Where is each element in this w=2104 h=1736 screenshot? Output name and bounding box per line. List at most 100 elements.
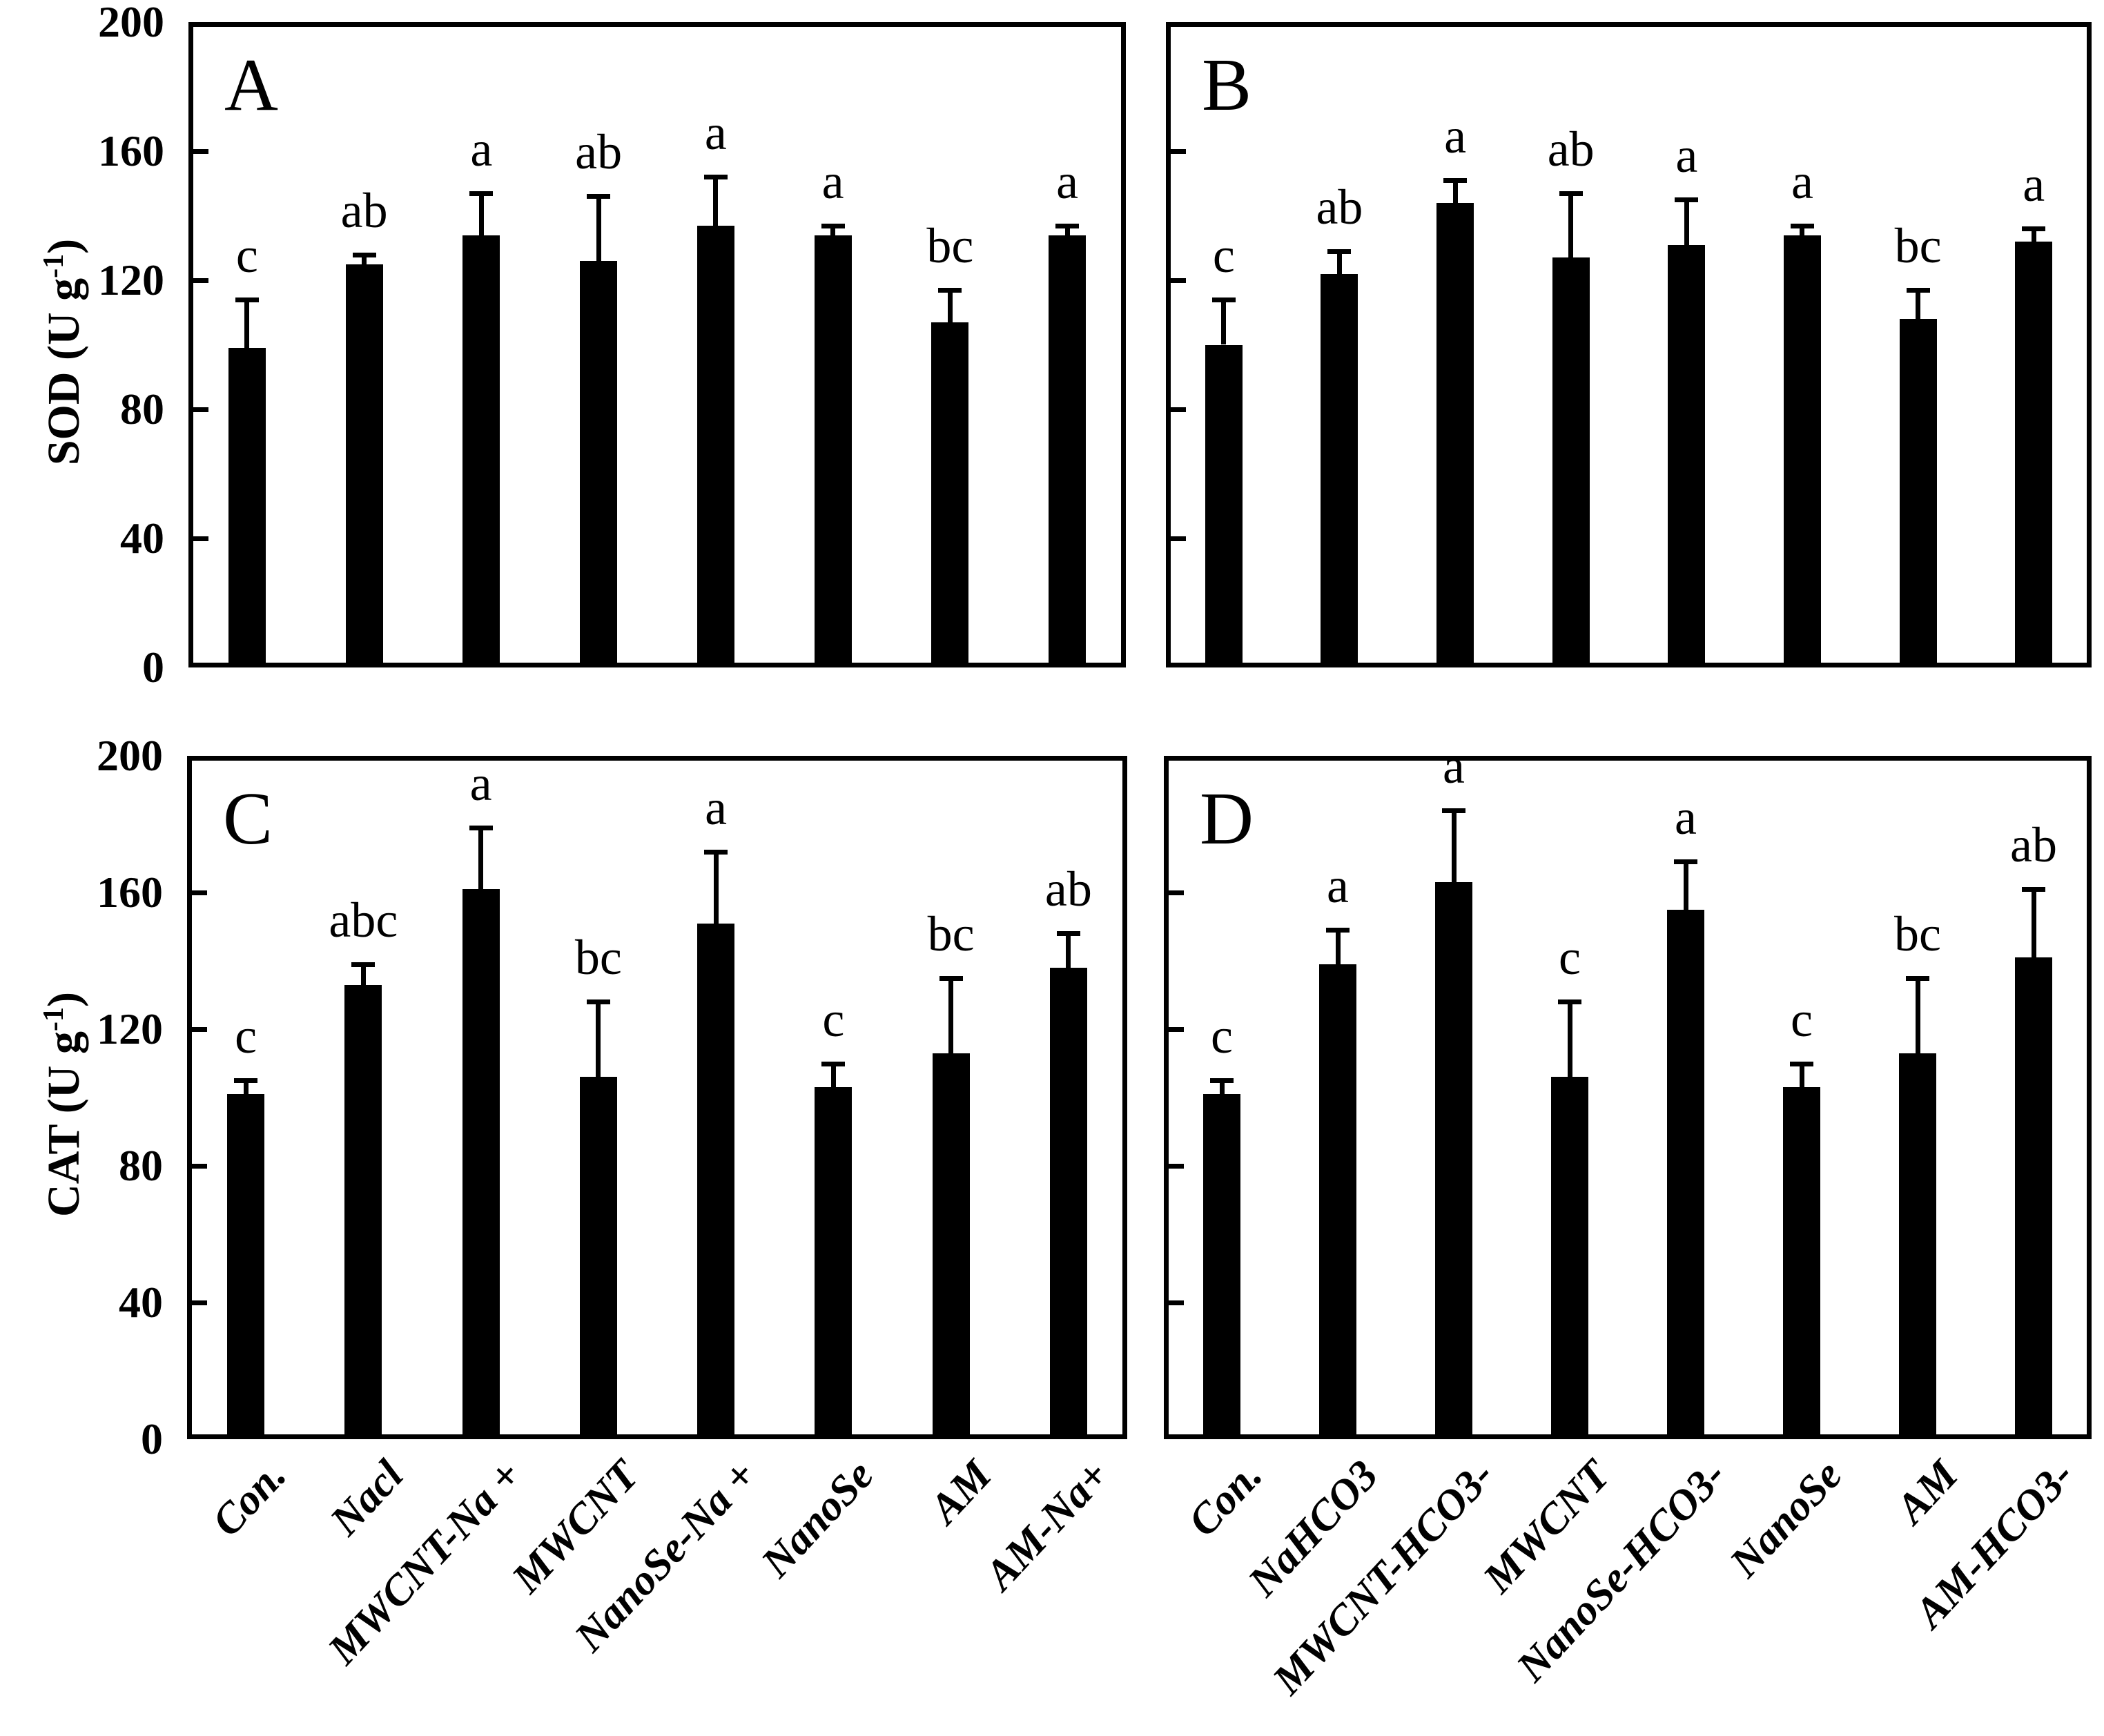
error-bar xyxy=(362,254,367,264)
error-bar xyxy=(478,193,484,235)
sig-letter: ab xyxy=(340,182,388,238)
error-bar-cap xyxy=(469,825,493,830)
sig-letter: ab xyxy=(2010,817,2057,873)
panel-c xyxy=(187,756,1127,1439)
bar xyxy=(1203,1094,1240,1434)
y-axis-tick xyxy=(192,890,207,895)
error-bar xyxy=(1567,1002,1572,1077)
error-bar-cap xyxy=(1674,859,1697,865)
y-axis-tick xyxy=(1171,149,1186,154)
bar xyxy=(1899,319,1937,663)
error-bar xyxy=(830,225,836,235)
y-axis-tick xyxy=(1169,1300,1184,1305)
y-tick-label: 200 xyxy=(97,731,163,780)
bar xyxy=(1667,909,1704,1434)
sig-letter: c xyxy=(822,991,845,1047)
error-bar-cap xyxy=(586,999,610,1005)
error-bar-cap xyxy=(1327,248,1352,254)
y-tick-label: 200 xyxy=(98,0,164,46)
y-axis-tick xyxy=(1171,407,1186,412)
panel-a xyxy=(188,22,1126,667)
y-tick-label: 0 xyxy=(141,1414,163,1463)
bar xyxy=(1205,344,1243,663)
bar xyxy=(228,348,266,663)
error-bar-cap xyxy=(235,298,259,303)
error-bar xyxy=(596,196,601,261)
bar xyxy=(1551,1077,1588,1434)
sig-letter: c xyxy=(235,1008,257,1064)
bar xyxy=(1436,202,1474,663)
panel-label: B xyxy=(1202,44,1252,126)
y-tick-label: 0 xyxy=(142,643,164,692)
error-bar xyxy=(1916,290,1921,320)
sig-letter: abc xyxy=(329,892,398,948)
y-axis-tick xyxy=(193,149,208,154)
y-axis-tick xyxy=(193,536,208,541)
error-bar-cap xyxy=(1442,808,1465,814)
y-axis-tick xyxy=(1169,890,1184,895)
error-bar xyxy=(1799,1063,1804,1088)
error-bar-cap xyxy=(703,175,728,180)
sig-letter: ab xyxy=(575,124,623,180)
error-bar-cap xyxy=(1558,999,1581,1005)
y-axis-tick xyxy=(193,407,208,412)
panel-label: C xyxy=(223,778,273,860)
sig-letter: a xyxy=(1443,739,1465,794)
error-bar xyxy=(360,964,366,985)
bar xyxy=(697,225,734,663)
error-bar xyxy=(1683,861,1688,910)
sig-letter: a xyxy=(1444,108,1467,164)
bar xyxy=(1049,967,1087,1434)
sig-letter: a xyxy=(1791,153,1813,209)
error-bar xyxy=(948,977,954,1053)
sig-letter: ab xyxy=(1547,121,1595,177)
y-axis-tick xyxy=(192,1027,207,1032)
bar xyxy=(579,1077,617,1434)
error-bar xyxy=(1800,225,1805,235)
error-bar xyxy=(1064,225,1070,235)
y-tick-label: 40 xyxy=(119,1278,163,1327)
bar xyxy=(1783,1087,1820,1434)
sig-letter: c xyxy=(1791,991,1813,1047)
y-axis-tick xyxy=(192,1164,207,1169)
sig-letter: c xyxy=(1559,930,1581,986)
bar xyxy=(344,984,382,1434)
bar xyxy=(462,235,500,663)
error-bar xyxy=(830,1063,836,1088)
error-bar-cap xyxy=(1906,288,1930,293)
error-bar xyxy=(947,290,953,322)
y-axis-tick xyxy=(1169,1164,1184,1169)
error-bar-cap xyxy=(1906,975,1929,981)
error-bar-cap xyxy=(351,962,376,967)
sig-letter: bc xyxy=(927,906,975,962)
error-bar xyxy=(1568,193,1574,258)
y-tick-label: 160 xyxy=(97,868,163,917)
sig-letter: bc xyxy=(1894,218,1942,274)
bar xyxy=(2015,241,2053,663)
panel-b xyxy=(1166,22,2092,667)
panel-label: A xyxy=(224,44,278,126)
bar xyxy=(2015,957,2052,1434)
error-bar-cap xyxy=(1055,223,1080,228)
error-bar xyxy=(243,1080,249,1095)
bar xyxy=(345,264,383,663)
bar xyxy=(1319,964,1356,1434)
y-axis-tick xyxy=(192,1300,207,1305)
sig-letter: a xyxy=(1327,858,1349,914)
error-bar xyxy=(1452,180,1458,203)
bar xyxy=(931,322,969,663)
bar xyxy=(1435,882,1472,1434)
bar xyxy=(227,1094,265,1434)
sig-letter: a xyxy=(2023,157,2045,213)
error-bar xyxy=(478,827,484,890)
error-bar-cap xyxy=(234,1078,258,1084)
sig-letter: c xyxy=(1211,1008,1233,1064)
error-bar-cap xyxy=(1326,928,1350,933)
error-bar xyxy=(2031,889,2036,958)
error-bar xyxy=(1219,1080,1225,1095)
error-bar-cap xyxy=(1790,1061,1813,1066)
sig-letter: a xyxy=(1675,790,1697,846)
y-tick-label: 120 xyxy=(97,1004,163,1053)
y-axis-tick xyxy=(193,278,208,283)
error-bar xyxy=(713,851,719,924)
